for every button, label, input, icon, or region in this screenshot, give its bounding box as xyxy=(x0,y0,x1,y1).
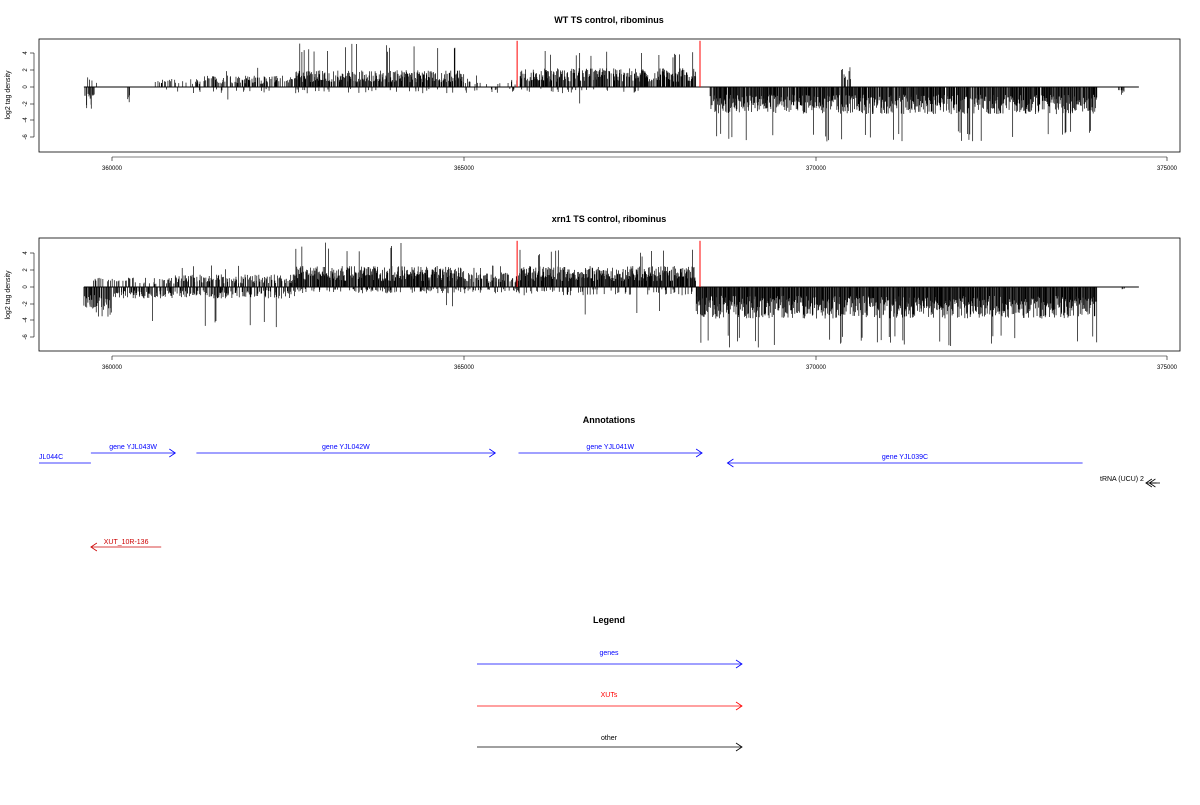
x-tick-label: 370000 xyxy=(806,166,827,172)
y-tick-label: 0 xyxy=(23,85,29,89)
arrow-head-icon xyxy=(726,458,734,468)
annotation-feature: gene YJL043W xyxy=(90,444,177,458)
x-tick-label: 375000 xyxy=(1157,166,1178,172)
y-tick-label: -2 xyxy=(23,301,29,307)
y-axis: 4 2 0 -2 -4 -6 xyxy=(23,251,35,340)
annotations-track: Annotations JL044C gene YJL043W gene YJL04… xyxy=(39,415,1160,552)
feature-label: gene YJL043W xyxy=(109,444,157,451)
legend-label: other xyxy=(601,735,618,742)
annotation-feature: XUT_10R-136 xyxy=(90,539,162,552)
arrow-head-icon xyxy=(1148,478,1156,488)
panel-title: WT TS control, ribominus xyxy=(554,15,664,25)
legend-item-xuts: XUTs xyxy=(477,692,743,711)
feature-label: gene YJL042W xyxy=(322,444,370,451)
feature-label: XUT_10R-136 xyxy=(104,539,149,546)
arrow-head-icon xyxy=(735,701,743,711)
y-axis-label: log2 tag density xyxy=(5,270,12,320)
x-axis: 360000 365000 370000 375000 xyxy=(102,156,1178,172)
y-tick-label: -4 xyxy=(23,317,29,323)
feature-label: gene YJL039C xyxy=(882,454,928,461)
legend-label: XUTs xyxy=(601,692,618,699)
annotations-title: Annotations xyxy=(583,415,636,425)
y-tick-label: 4 xyxy=(23,51,29,55)
y-tick-label: 2 xyxy=(23,268,29,272)
annotation-feature: gene YJL041W xyxy=(518,444,703,458)
y-axis: 4 2 0 -2 -4 -6 xyxy=(23,51,35,140)
arrow-head-icon xyxy=(735,659,743,669)
y-tick-label: -6 xyxy=(23,134,29,140)
x-tick-label: 375000 xyxy=(1157,365,1178,371)
coverage-bars xyxy=(83,40,1139,142)
panel-title: xrn1 TS control, ribominus xyxy=(552,214,667,224)
x-tick-label: 360000 xyxy=(102,166,123,172)
arrow-head-icon xyxy=(1145,478,1153,488)
y-axis-label: log2 tag density xyxy=(5,70,12,120)
legend: Legend genes XUTs other xyxy=(477,615,743,752)
x-axis: 360000 365000 370000 375000 xyxy=(102,355,1178,371)
arrow-head-icon xyxy=(169,448,177,458)
legend-title: Legend xyxy=(593,615,625,625)
y-tick-label: -6 xyxy=(23,334,29,340)
arrow-head-icon xyxy=(735,742,743,752)
annotation-feature xyxy=(1148,478,1160,488)
annotation-feature: JL044C xyxy=(39,454,91,464)
plot-frame xyxy=(38,38,1181,153)
arrow-head-icon xyxy=(695,448,703,458)
y-tick-label: 2 xyxy=(23,68,29,72)
y-tick-label: 4 xyxy=(23,251,29,255)
legend-item-other: other xyxy=(477,735,743,752)
x-tick-label: 365000 xyxy=(454,365,475,371)
legend-item-genes: genes xyxy=(477,650,743,669)
xrn1-coverage-panel: xrn1 TS control, ribominus log2 tag dens… xyxy=(5,214,1181,371)
y-tick-label: -2 xyxy=(23,101,29,107)
plot-frame xyxy=(38,237,1181,352)
y-tick-label: 0 xyxy=(23,285,29,289)
annotation-feature: gene YJL042W xyxy=(196,444,497,458)
feature-label: JL044C xyxy=(39,454,63,461)
coverage-bars xyxy=(83,240,1139,348)
annotation-feature: gene YJL039C xyxy=(726,454,1083,468)
arrow-head-icon xyxy=(489,448,497,458)
overlap-label: tRNA (UCU) 2 xyxy=(1100,476,1144,483)
arrow-head-icon xyxy=(90,542,98,552)
x-tick-label: 370000 xyxy=(806,365,827,371)
wt-coverage-panel: WT TS control, ribominus log2 tag densit… xyxy=(5,15,1181,172)
feature-label: gene YJL041W xyxy=(586,444,634,451)
x-tick-label: 365000 xyxy=(454,166,475,172)
y-tick-label: -4 xyxy=(23,117,29,123)
x-tick-label: 360000 xyxy=(102,365,123,371)
annotation-features: JL044C gene YJL043W gene YJL042W gene YJL04… xyxy=(39,444,1160,552)
legend-label: genes xyxy=(599,650,619,657)
